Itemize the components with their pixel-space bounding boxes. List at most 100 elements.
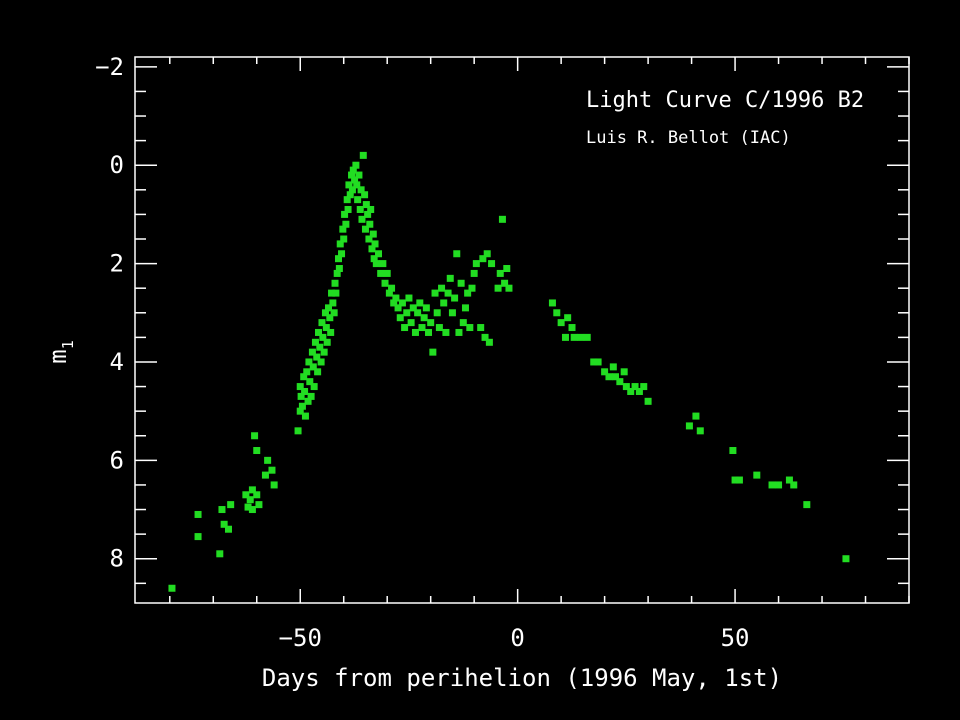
data-point <box>352 161 360 169</box>
data-point <box>477 324 485 332</box>
data-point <box>464 289 472 297</box>
plot-frame <box>134 56 910 604</box>
data-point <box>481 333 489 341</box>
data-point <box>583 333 591 341</box>
data-point <box>339 225 347 233</box>
data-point <box>570 333 578 341</box>
data-point <box>479 255 487 263</box>
data-point <box>420 314 428 322</box>
data-point <box>338 250 346 258</box>
data-point <box>300 373 308 381</box>
data-points <box>168 151 850 592</box>
data-point <box>631 383 639 391</box>
data-point <box>348 186 356 194</box>
data-point <box>296 407 304 415</box>
data-point <box>392 294 400 302</box>
data-point <box>194 533 202 541</box>
data-point <box>731 476 739 484</box>
data-point <box>609 363 617 371</box>
data-point <box>316 343 324 351</box>
x-tick-label: 0 <box>510 624 524 652</box>
data-point <box>343 196 351 204</box>
data-point <box>362 201 370 209</box>
data-point <box>218 506 226 514</box>
y-axis-label-subscript: 1 <box>59 340 77 349</box>
data-point <box>308 348 316 356</box>
data-point <box>622 383 630 391</box>
data-point <box>568 324 576 332</box>
data-point <box>842 555 850 563</box>
data-point <box>753 471 761 479</box>
data-point <box>409 304 417 312</box>
data-point <box>433 309 441 317</box>
data-point <box>321 309 329 317</box>
data-point <box>326 314 334 322</box>
data-point <box>317 358 325 366</box>
data-point <box>627 387 635 395</box>
data-point <box>224 525 232 533</box>
data-point <box>357 186 365 194</box>
data-point <box>501 279 509 287</box>
data-point <box>355 171 363 179</box>
data-point <box>411 328 419 336</box>
y-axis-label: m1 <box>44 340 77 363</box>
data-point <box>301 387 309 395</box>
data-point <box>768 481 776 489</box>
data-point <box>407 319 415 327</box>
data-point <box>304 397 312 405</box>
data-point <box>268 466 276 474</box>
data-point <box>322 324 330 332</box>
data-point <box>735 476 743 484</box>
data-point <box>335 255 343 263</box>
data-point <box>168 584 176 592</box>
x-tick-label: −50 <box>279 624 322 652</box>
data-point <box>448 309 456 317</box>
data-point <box>396 314 404 322</box>
data-point <box>366 220 374 228</box>
data-point <box>466 324 474 332</box>
data-point <box>472 260 480 268</box>
data-point <box>318 319 326 327</box>
data-point <box>451 294 459 302</box>
data-point <box>305 358 313 366</box>
data-point <box>494 284 502 292</box>
data-point <box>331 279 339 287</box>
data-point <box>332 289 340 297</box>
data-point <box>553 309 561 317</box>
data-point <box>319 333 327 341</box>
data-point <box>616 378 624 386</box>
data-point <box>505 284 513 292</box>
data-point <box>348 171 356 179</box>
data-point <box>311 338 319 346</box>
data-point <box>785 476 793 484</box>
data-point <box>333 269 341 277</box>
data-point <box>488 260 496 268</box>
data-point <box>369 230 377 238</box>
data-point <box>453 250 461 258</box>
data-point <box>264 456 272 464</box>
data-point <box>370 255 378 263</box>
data-point <box>341 210 349 218</box>
data-point <box>496 269 504 277</box>
data-point <box>457 279 465 287</box>
data-point <box>644 397 652 405</box>
data-point <box>729 447 737 455</box>
data-point <box>383 269 391 277</box>
data-point <box>325 304 332 312</box>
data-point <box>564 314 572 322</box>
data-point <box>328 289 336 297</box>
data-point <box>418 324 426 332</box>
data-point <box>375 250 383 258</box>
y-tick-label: 8 <box>110 545 124 573</box>
data-point <box>368 245 376 253</box>
data-point <box>356 205 364 213</box>
data-point <box>346 191 354 199</box>
data-point <box>323 338 331 346</box>
data-point <box>314 368 322 376</box>
data-point <box>601 368 609 376</box>
data-point <box>251 432 259 440</box>
data-point <box>261 471 269 479</box>
data-point <box>253 491 261 499</box>
data-point <box>398 299 406 307</box>
